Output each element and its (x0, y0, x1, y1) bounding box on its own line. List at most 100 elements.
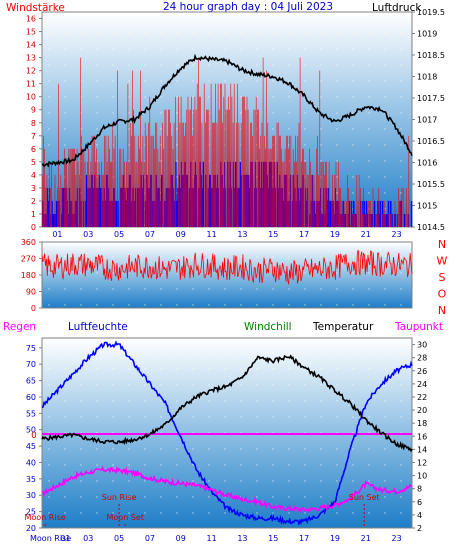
humidity-y-tick-label: 45 (26, 442, 36, 451)
wind-speed-bar (399, 200, 400, 227)
wind-speed-bar (217, 83, 219, 227)
wind-gust-bar (371, 214, 373, 227)
wind-gust-bar (64, 187, 66, 227)
wind-speed-bar (275, 161, 277, 227)
wind-gust-bar (338, 200, 340, 227)
pressure-y-tick-label: 1015 (417, 202, 437, 211)
wind-gust-bar (116, 200, 118, 227)
wind-speed-bar (287, 135, 288, 227)
humidity-y-tick-label: 25 (26, 508, 36, 517)
wind-gust-bar (270, 161, 273, 227)
wind-gust-bar (144, 200, 147, 227)
wind-gust-bar (410, 200, 413, 227)
wind-gust-bar (227, 161, 229, 227)
humidity-x-tick-label: 17 (299, 534, 309, 543)
wind-gust-bar (362, 200, 364, 227)
wind-speed-bar (148, 122, 149, 227)
wind-speed-bar (358, 174, 360, 227)
wind-gust-bar (296, 174, 298, 227)
wind-gust-bar (217, 187, 220, 227)
wind-y-tick-label: 9 (31, 106, 36, 115)
wind-gust-bar (292, 174, 295, 227)
wind-gust-bar (173, 200, 176, 227)
wind-speed-bar (132, 70, 133, 227)
wind-speed-bar (200, 96, 201, 227)
wind-gust-bar (142, 174, 145, 227)
wind-speed-bar (302, 148, 303, 227)
wind-speed-bar (227, 109, 228, 227)
wind-speed-bar (57, 187, 58, 227)
wind-gust-bar (195, 174, 198, 227)
wind-speed-bar (332, 174, 333, 227)
legend-humidity: Luftfeuchte (68, 321, 128, 333)
dewpoint-series (41, 465, 413, 514)
wind-speed-bar (273, 135, 274, 227)
wind-speed-bar (98, 161, 100, 227)
wind-speed-bar (370, 200, 371, 227)
wind-speed-bar (264, 135, 265, 227)
humidity-y-tick-label: 20 (26, 524, 36, 533)
wind-gust-bar (377, 200, 379, 227)
wind-gust-bar (150, 174, 153, 227)
wind-gust-bar (339, 214, 341, 227)
wind-gust-bar (190, 161, 192, 227)
wind-gust-bar (364, 214, 367, 227)
wind-speed-bar (368, 200, 369, 227)
wind-gust-bar (331, 200, 333, 227)
wind-speed-bar (124, 161, 125, 227)
wind-gust-bar (210, 187, 213, 227)
wind-gust-bar (324, 214, 326, 227)
pressure-series (41, 53, 413, 168)
wind-gust-bar (67, 214, 69, 227)
legend-dewpoint: Taupunkt (394, 321, 443, 333)
wind-speed-bar (109, 148, 110, 227)
wind-y-tick-label: 6 (31, 145, 36, 154)
wind-speed-bar (266, 70, 267, 227)
wind-speed-bar (156, 122, 158, 227)
wind-speed-bar (120, 148, 122, 227)
pressure-y-tick-label: 1016 (417, 159, 437, 168)
wind-speed-bar (230, 83, 232, 227)
wind-speed-bar (362, 214, 363, 227)
wind-gust-bar (165, 187, 168, 227)
wind-speed-bar (190, 109, 191, 227)
wind-y-tick-label: 10 (26, 93, 36, 102)
wind-speed-bar (408, 135, 410, 227)
wind-speed-bar (60, 174, 62, 227)
wind-speed-bar (113, 148, 115, 227)
wind-gust-bar (386, 214, 389, 227)
wind-speed-bar (185, 122, 186, 227)
wind-speed-bar (89, 174, 90, 227)
wind-gust-bar (273, 161, 275, 227)
wind-speed-bar (397, 214, 398, 227)
wind-gust-bar (72, 214, 74, 227)
wind-gust-bar (327, 187, 330, 227)
wind-speed-bar (151, 135, 153, 227)
wind-speed-bar (357, 200, 359, 227)
wind-speed-bar (303, 148, 304, 227)
direction-y-tick-label: 180 (21, 271, 36, 280)
humidity-x-tick-label: 11 (206, 534, 216, 543)
wind-gust-bar (375, 214, 377, 227)
wind-gust-bar (333, 214, 335, 227)
wind-gust-bar (205, 174, 207, 227)
wind-speed-bar (229, 109, 230, 227)
wind-speed-bar (136, 161, 138, 227)
wind-speed-bar (224, 83, 226, 227)
wind-speed-bar (245, 109, 247, 227)
wind-gust-bar (112, 187, 114, 227)
pressure-y-ticks: 1014.5 1015 1015.5 1016 1016.5 1017 1017.5 1018… (412, 8, 445, 232)
wind-speed-bar (68, 148, 70, 227)
wind-speed-bar (317, 135, 318, 227)
wind-speed-bar (324, 174, 325, 227)
wind-speed-bar (316, 148, 317, 227)
wind-gust-bar (254, 161, 257, 227)
wind-gust-bar (329, 200, 332, 227)
wind-y-tick-label: 13 (26, 54, 36, 63)
wind-gust-bar (156, 187, 158, 227)
wind-y-tick-label: 4 (31, 171, 36, 180)
wind-speed-bar (157, 148, 159, 227)
wind-gust-bar (390, 200, 392, 227)
wind-gust-bar (92, 187, 95, 227)
wind-speed-bar (129, 122, 131, 227)
